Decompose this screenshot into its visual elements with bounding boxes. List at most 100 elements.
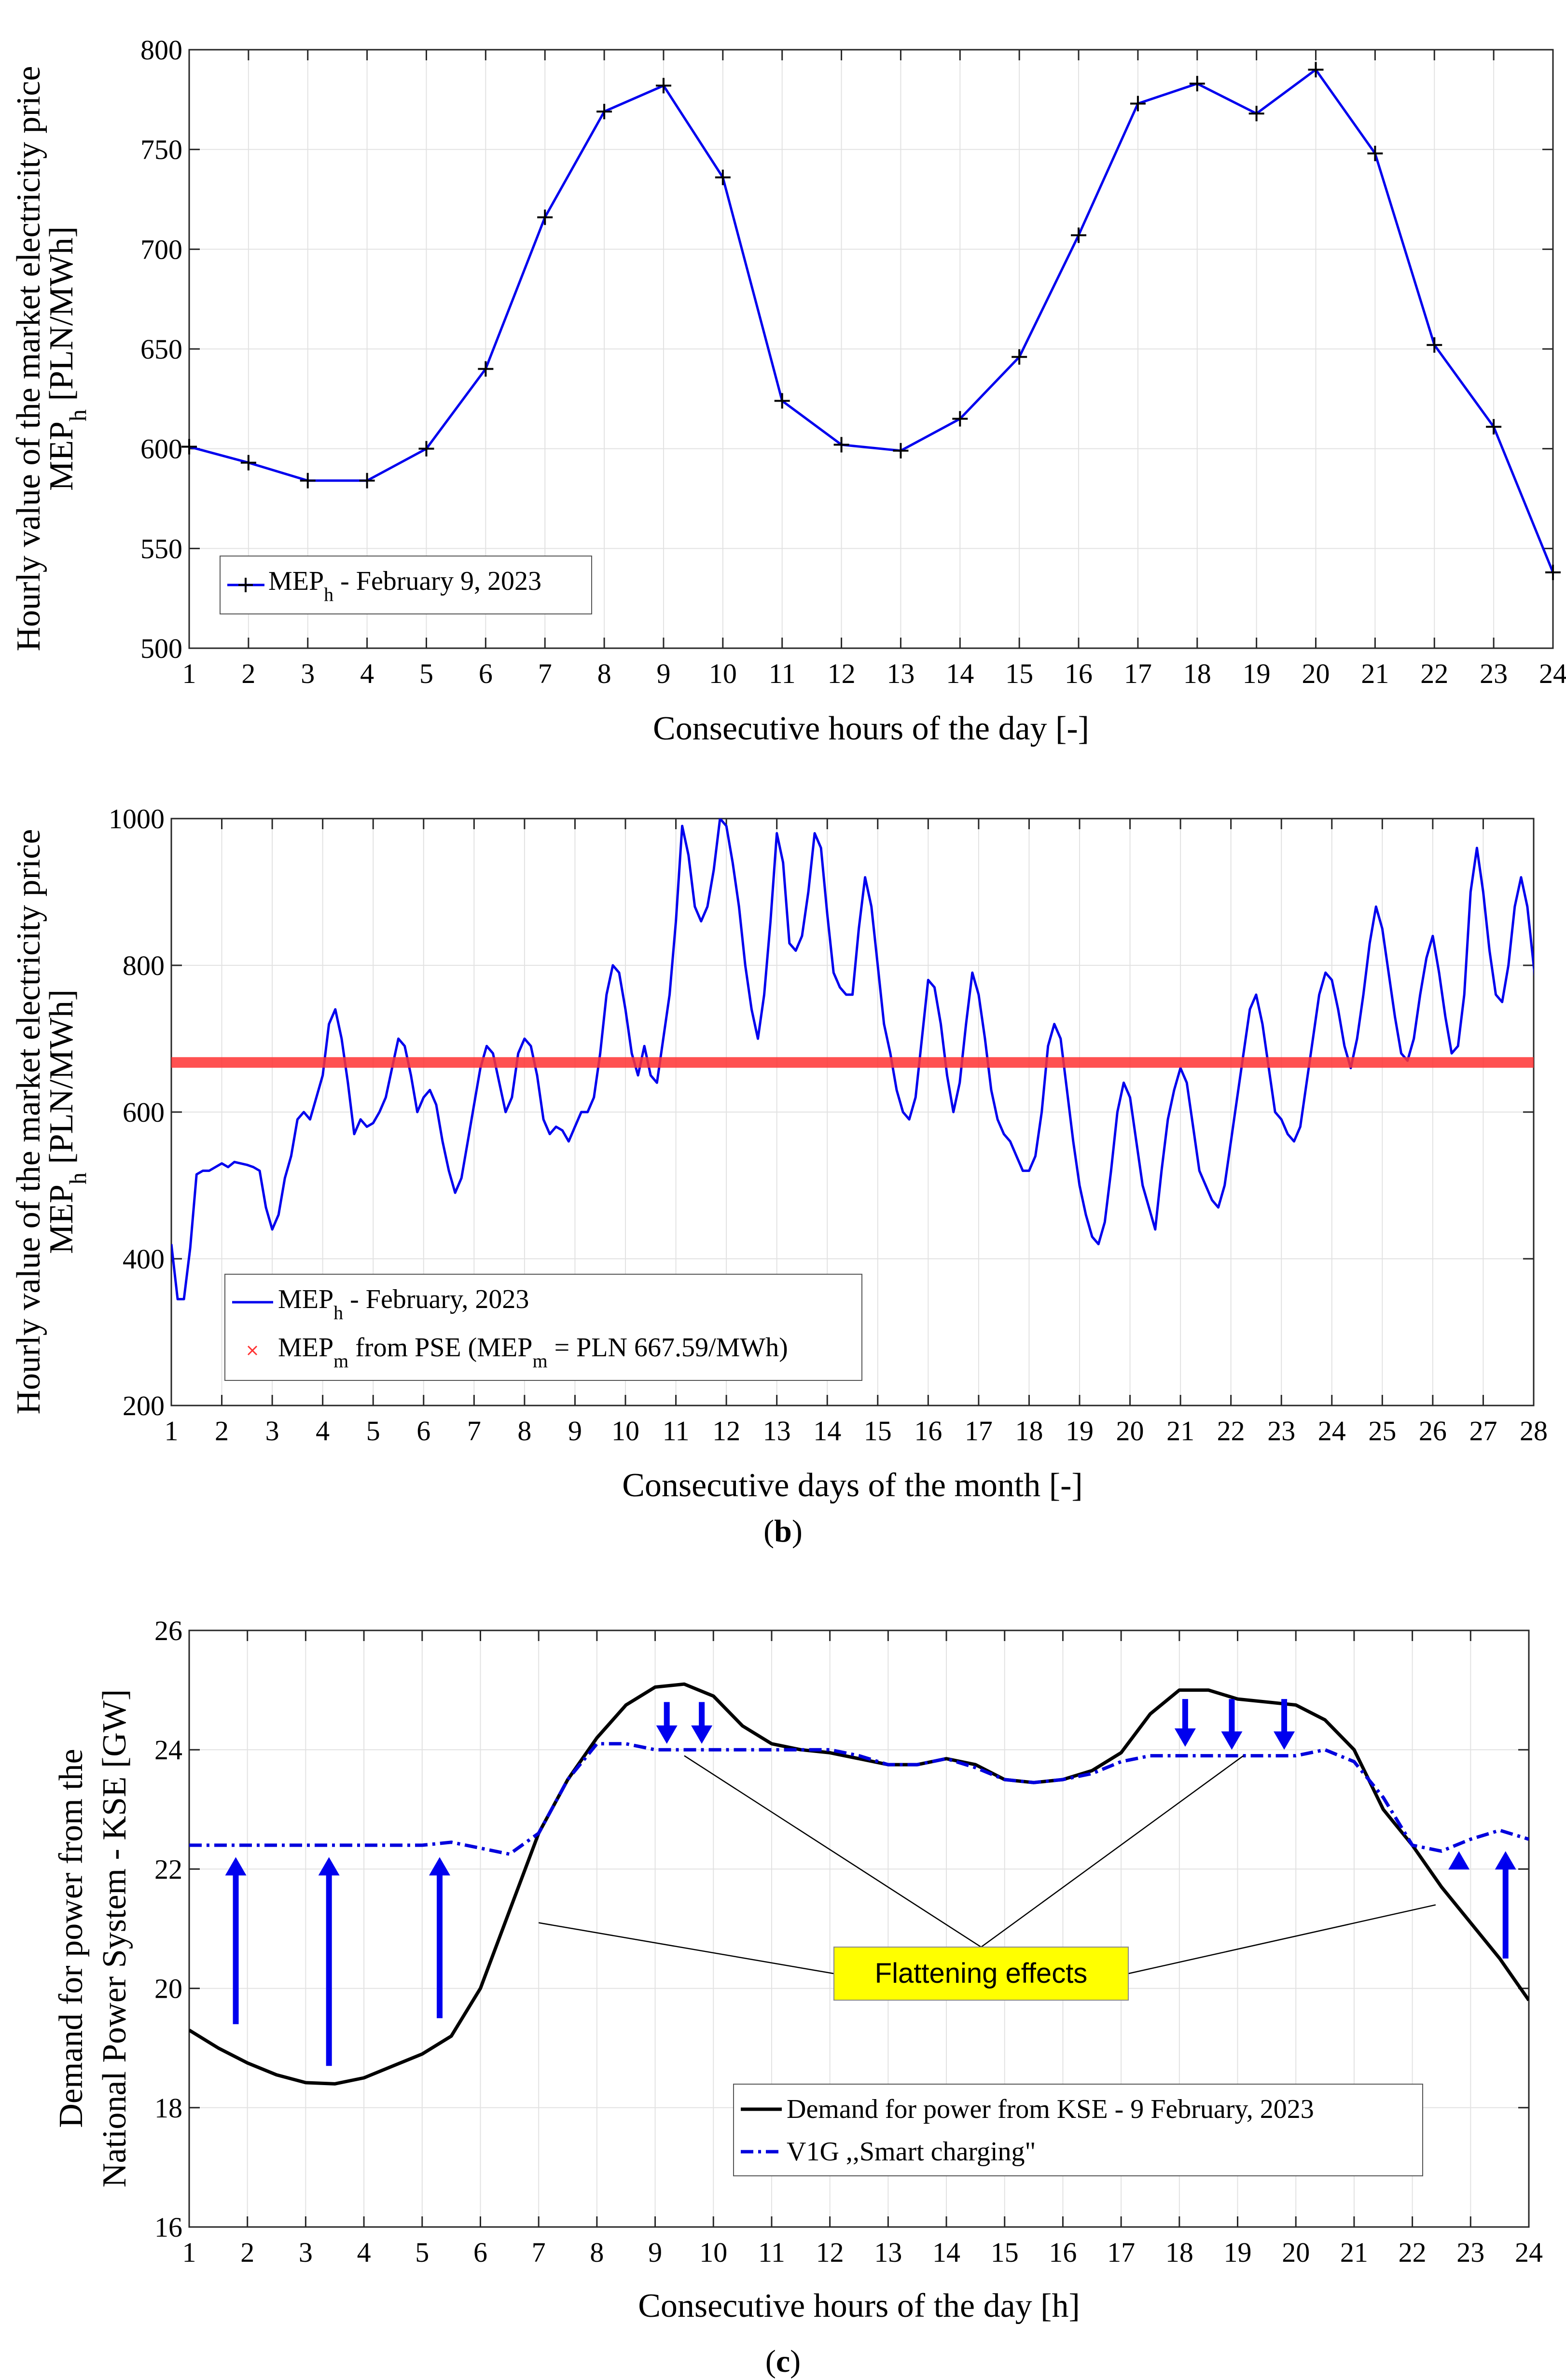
leader-line (1128, 1904, 1436, 1975)
y-tick-label: 650 (140, 334, 182, 365)
x-tick-label: 4 (316, 1415, 330, 1447)
y-axis-label-line1: Demand for power from the (53, 1749, 90, 2128)
data-point (240, 455, 256, 471)
ticks-b: 1 2 3 4 5 6 7 8 9 10 11 12 13 14 15 16 17 18 19 20 21 22 23 24 2… (109, 803, 1548, 1447)
y-tick-label: 200 (123, 1390, 165, 1421)
y-tick-label: 800 (140, 34, 182, 66)
x-tick-label: 3 (301, 658, 315, 689)
arrow-down-head (691, 1725, 713, 1744)
data-point (893, 443, 909, 459)
leader-line (684, 1755, 982, 1948)
x-tick-label: 1 (165, 1415, 179, 1447)
y-tick-label: 400 (123, 1243, 165, 1275)
x-tick-label: 5 (419, 658, 433, 689)
series-line-1 (189, 1742, 1529, 1856)
x-tick-label: 8 (597, 658, 611, 689)
arrow-down-head (1174, 1728, 1196, 1747)
series-line-0 (171, 819, 1534, 1301)
x-tick-label: 13 (763, 1415, 791, 1447)
y-axis-label-line1: Hourly value of the market electricity p… (10, 829, 47, 1415)
x-tick-label: 18 (1183, 658, 1211, 689)
legend-label: MEPh - February 9, 2023 (268, 566, 541, 605)
x-tick-label: 3 (265, 1415, 279, 1447)
y-tick-label: 700 (140, 234, 182, 265)
x-tick-label: 6 (416, 1415, 430, 1447)
x-tick-label: 22 (1399, 2237, 1427, 2268)
data-point (359, 473, 375, 488)
x-tick-label: 17 (965, 1415, 993, 1447)
x-tick-label: 28 (1520, 1415, 1548, 1447)
ticks-c: 1 2 3 4 5 6 7 8 9 10 11 12 13 14 15 16 17 18 19 20 21 22 23 241… (154, 1615, 1543, 2268)
x-tick-label: 3 (299, 2237, 313, 2268)
data-point (418, 441, 434, 457)
x-tick-label: 25 (1368, 1415, 1396, 1447)
x-tick-label: 6 (473, 2237, 487, 2268)
x-tick-label: 14 (932, 2237, 960, 2268)
x-tick-label: 21 (1166, 1415, 1194, 1447)
y-tick-label: 600 (123, 1097, 165, 1128)
x-tick-label: 23 (1480, 658, 1508, 689)
x-tick-label: 21 (1361, 658, 1389, 689)
y-tick-label: 20 (154, 1973, 182, 2004)
data-point (596, 104, 612, 120)
y-axis-label-line2: National Power System - KSE [GW] (96, 1689, 133, 2187)
x-tick-label: 4 (360, 658, 374, 689)
x-tick-label: 19 (1224, 2237, 1252, 2268)
x-tick-label: 24 (1539, 658, 1566, 689)
x-tick-label: 1 (182, 658, 196, 689)
x-axis-label: Consecutive hours of the day [h] (638, 2287, 1080, 2324)
x-tick-label: 10 (709, 658, 737, 689)
x-tick-label: 20 (1302, 658, 1330, 689)
arrow-down-head (1274, 1731, 1295, 1750)
y-tick-label: 1000 (109, 803, 165, 835)
series-line-0 (189, 1682, 1529, 2086)
x-tick-label: 21 (1340, 2237, 1368, 2268)
x-tick-label: 17 (1107, 2237, 1135, 2268)
leader-line (538, 1922, 834, 1975)
arrow-up-head (318, 1857, 340, 1876)
data-point (1367, 145, 1383, 161)
x-tick-label: 26 (1419, 1415, 1447, 1447)
x-tick-label: 4 (357, 2237, 371, 2268)
caption-c: (c) (765, 2344, 801, 2379)
legend-c: Demand for power from KSE - 9 February, … (733, 2084, 1423, 2176)
data-point (300, 473, 316, 488)
x-tick-label: 15 (864, 1415, 892, 1447)
x-tick-label: 16 (1065, 658, 1093, 689)
y-tick-label: 24 (154, 1734, 182, 1766)
x-tick-label: 12 (712, 1415, 740, 1447)
chart-c: 1 2 3 4 5 6 7 8 9 10 11 12 13 14 15 16 17 18 19 20 21 22 23 241… (53, 1615, 1543, 2324)
x-tick-label: 7 (538, 658, 552, 689)
x-tick-label: 5 (415, 2237, 429, 2268)
legend-box (220, 556, 592, 614)
x-tick-label: 20 (1282, 2237, 1310, 2268)
x-tick-label: 10 (699, 2237, 727, 2268)
data-point (1427, 337, 1442, 353)
x-tick-label: 11 (769, 658, 796, 689)
legend-label: MEPh - February, 2023 (278, 1284, 529, 1323)
legend-b: MEPh - February, 2023 MEPm from PSE (MEPm… (224, 1274, 862, 1381)
x-tick-label: 1 (182, 2237, 196, 2268)
data-point (537, 209, 553, 225)
data-a (189, 68, 1553, 573)
x-tick-label: 7 (532, 2237, 546, 2268)
x-tick-label: 9 (568, 1415, 582, 1447)
x-tick-label: 14 (813, 1415, 841, 1447)
data-point (715, 169, 731, 185)
x-tick-label: 6 (479, 658, 493, 689)
x-tick-label: 19 (1066, 1415, 1094, 1447)
data-b (171, 819, 1534, 1301)
y-tick-label: 800 (123, 950, 165, 981)
x-tick-label: 23 (1456, 2237, 1484, 2268)
x-tick-label: 9 (648, 2237, 662, 2268)
y-axis-label-line2: MEPh [PLN/MWh] (43, 226, 91, 491)
y-tick-label: 600 (140, 433, 182, 465)
x-tick-label: 18 (1165, 2237, 1193, 2268)
arrow-down-head (1221, 1731, 1243, 1750)
x-tick-label: 7 (467, 1415, 481, 1447)
data-point (1248, 106, 1264, 122)
chart-a: 1 2 3 4 5 6 7 8 9 10 11 12 13 14 15 16 17 18 19 20 21 22 23 245… (10, 34, 1566, 747)
legend-box (733, 2084, 1423, 2176)
leader-line (981, 1755, 1244, 1948)
